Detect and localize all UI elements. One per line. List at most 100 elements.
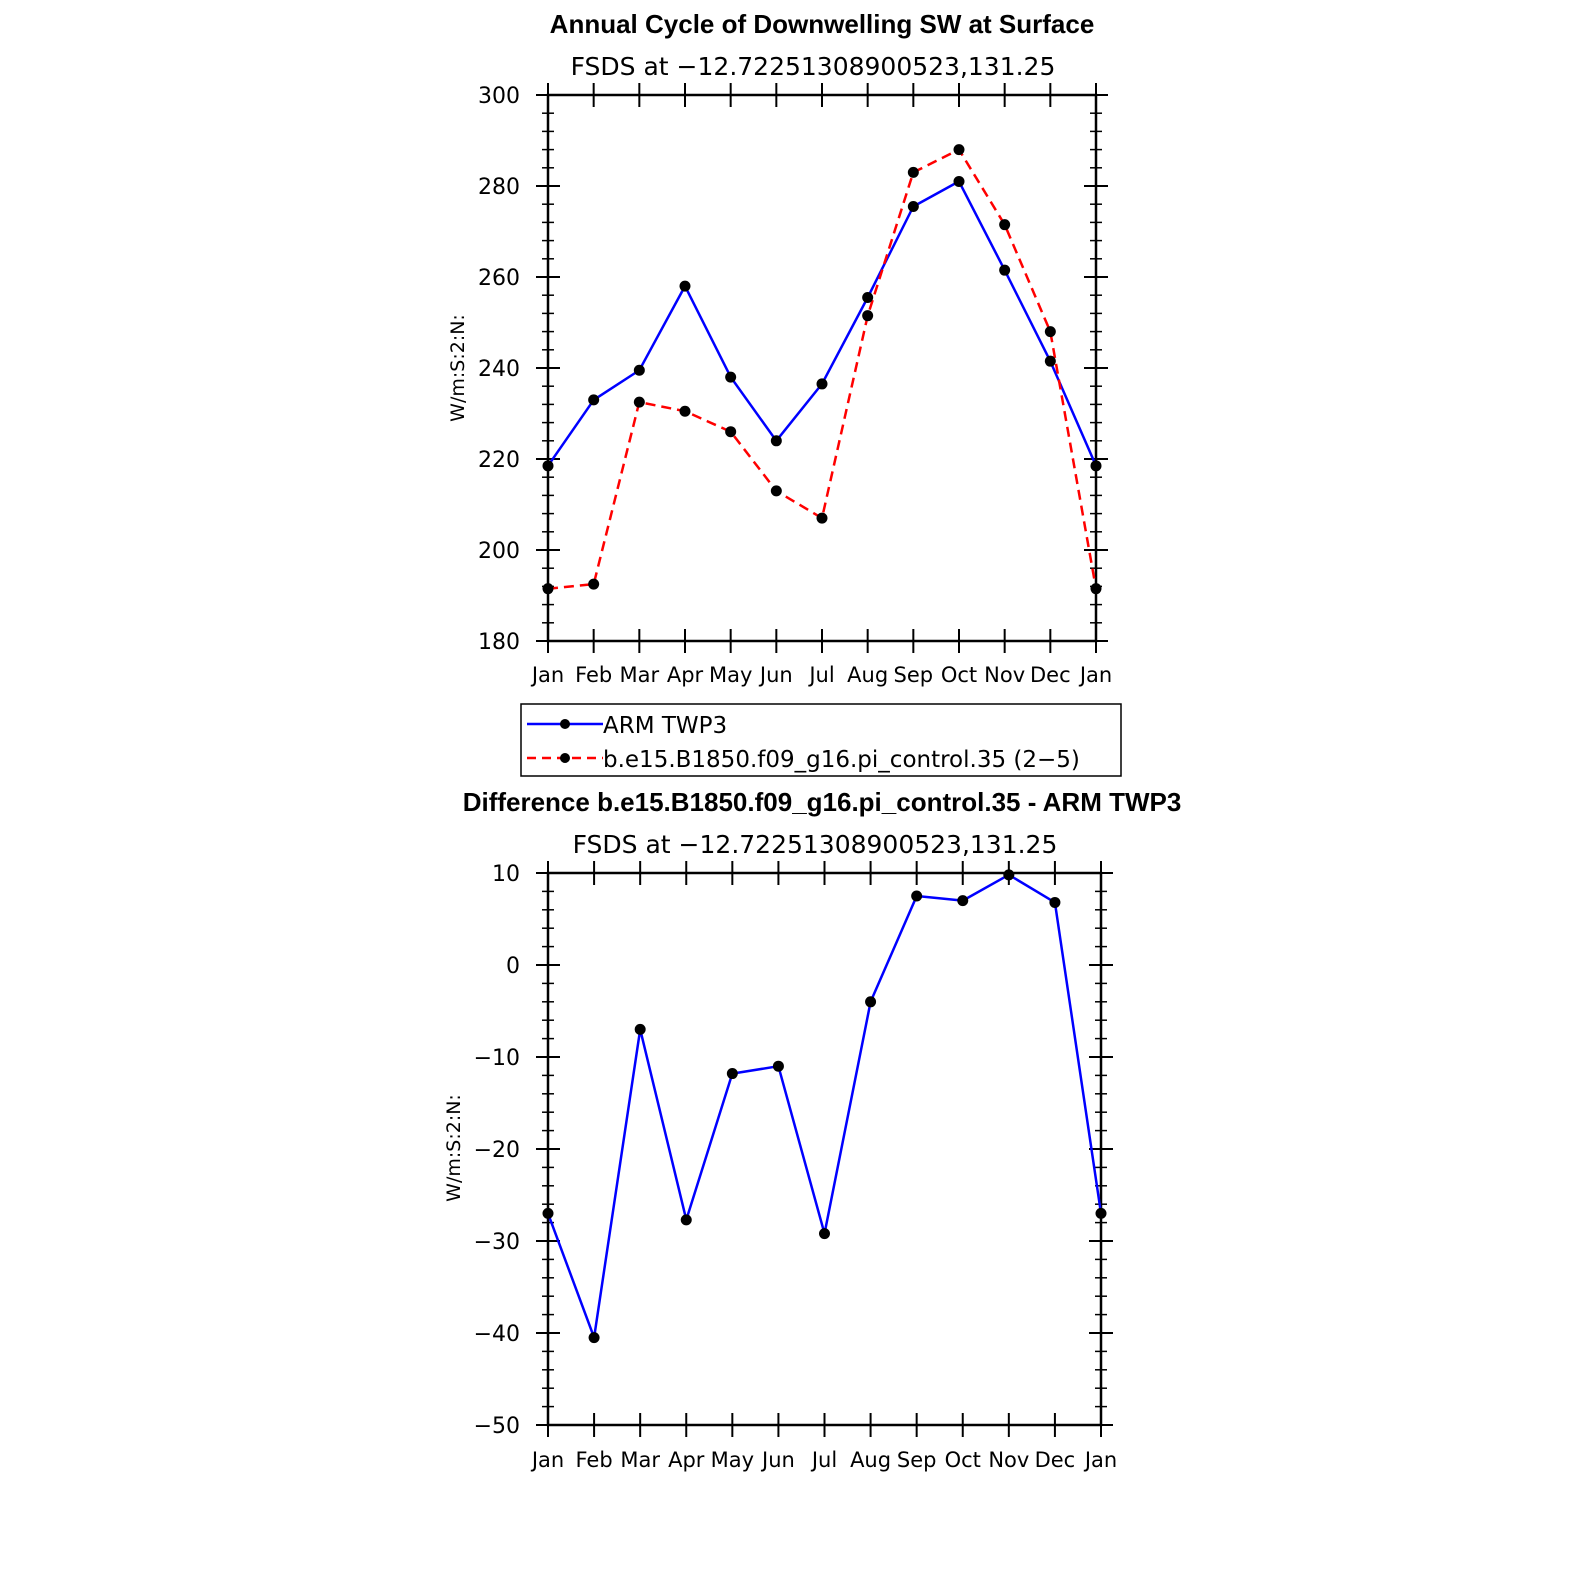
- y-tick-label: 200: [478, 539, 520, 564]
- x-tick-label: Jan: [530, 1448, 564, 1472]
- data-point-0: [679, 280, 691, 292]
- y-tick-label: −40: [474, 1322, 520, 1347]
- y-tick-label: 180: [478, 630, 520, 655]
- data-point-1: [862, 310, 874, 322]
- data-point-1: [770, 485, 782, 497]
- annual-cycle-chart: Annual Cycle of Downwelling SW at Surfac…: [447, 9, 1112, 687]
- data-point-0: [1003, 869, 1015, 881]
- y-tick-label: 240: [478, 357, 520, 382]
- data-point-0: [680, 1214, 692, 1226]
- data-point-0: [726, 1068, 738, 1080]
- series-markers: [542, 144, 1102, 595]
- data-point-1: [588, 578, 600, 590]
- data-point-0: [634, 1023, 646, 1035]
- y-tick-labels: −50 −40 −30 −20 −10 0 10: [474, 862, 520, 1439]
- y-tick-label: −20: [474, 1138, 520, 1163]
- x-tick-label: Jan: [530, 663, 564, 687]
- chart-title: Difference b.e15.B1850.f09_g16.pi_contro…: [463, 787, 1182, 817]
- x-tick-label: Jan: [1083, 1448, 1117, 1472]
- series-line-0: [546, 180, 1098, 467]
- series-line-0: [546, 873, 1103, 1339]
- data-point-0: [953, 175, 965, 187]
- x-tick-label: Sep: [894, 663, 934, 687]
- x-tick-label: May: [709, 663, 752, 687]
- data-point-0: [911, 890, 923, 902]
- data-point-1: [953, 144, 965, 156]
- x-tick-label: Nov: [984, 663, 1025, 687]
- x-tick-labels: Jan Feb Mar Apr May Jun Jul Aug Sep Oct Nov Dec Jan: [530, 663, 1112, 687]
- x-tick-label: Aug: [850, 1448, 891, 1472]
- y-tick-label: 0: [506, 954, 520, 979]
- series-lines: [546, 873, 1103, 1339]
- y-tick-label: 280: [478, 175, 520, 200]
- x-tick-label: Mar: [620, 663, 660, 687]
- legend: ARM TWP3 b.e15.B1850.f09_g16.pi_control.…: [520, 703, 1122, 777]
- legend-box: [520, 703, 1122, 777]
- x-tick-label: Dec: [1035, 1448, 1076, 1472]
- x-tick-label: Dec: [1030, 663, 1071, 687]
- data-point-0: [633, 364, 645, 376]
- x-tick-label: Jun: [760, 1448, 795, 1472]
- x-tick-label: Apr: [667, 663, 704, 687]
- x-tick-label: Feb: [575, 663, 612, 687]
- data-point-0: [542, 1207, 554, 1219]
- data-point-0: [862, 291, 874, 303]
- x-tick-label: Mar: [620, 1448, 660, 1472]
- data-point-0: [816, 378, 828, 390]
- data-point-0: [907, 200, 919, 212]
- y-tick-label: 220: [478, 448, 520, 473]
- x-tick-label: Aug: [847, 663, 888, 687]
- x-tick-label: Jan: [1078, 663, 1112, 687]
- data-point-0: [957, 895, 969, 907]
- data-point-1: [679, 405, 691, 417]
- data-point-0: [1090, 460, 1102, 472]
- data-point-0: [725, 371, 737, 383]
- data-point-1: [816, 512, 828, 524]
- y-tick-label: 260: [478, 266, 520, 291]
- data-point-0: [819, 1228, 830, 1240]
- data-point-0: [542, 460, 554, 472]
- y-tick-labels: 180 200 220 240 260 280 300: [478, 84, 520, 655]
- legend-marker-model: [560, 753, 570, 763]
- difference-chart: Difference b.e15.B1850.f09_g16.pi_contro…: [443, 787, 1181, 1472]
- data-point-0: [1049, 896, 1061, 908]
- y-axis-label: W/m:S:2:N:: [443, 1094, 465, 1202]
- data-point-0: [588, 394, 600, 406]
- data-point-1: [1090, 583, 1102, 595]
- data-point-0: [1095, 1207, 1107, 1219]
- y-tick-label: 300: [478, 84, 520, 109]
- legend-marker-arm: [560, 719, 570, 729]
- chart-subtitle: FSDS at −12.72251308900523,131.25: [571, 52, 1056, 81]
- data-point-0: [588, 1332, 600, 1344]
- data-point-0: [770, 435, 782, 447]
- legend-entry-arm: ARM TWP3: [603, 713, 727, 739]
- y-axis-label: W/m:S:2:N:: [447, 314, 469, 422]
- plot-frame: [546, 871, 1103, 1427]
- axis-ticks: [536, 861, 1113, 1437]
- data-point-1: [725, 426, 737, 438]
- data-point-1: [633, 396, 645, 408]
- plot-frame: [546, 93, 1098, 643]
- y-tick-label: −10: [474, 1046, 520, 1071]
- x-tick-label: Feb: [575, 1448, 612, 1472]
- data-point-1: [907, 166, 919, 178]
- x-tick-label: Oct: [941, 663, 977, 687]
- x-tick-label: Sep: [897, 1448, 937, 1472]
- axis-ticks: [536, 83, 1108, 653]
- chart-title: Annual Cycle of Downwelling SW at Surfac…: [550, 9, 1095, 39]
- x-tick-label: May: [711, 1448, 754, 1472]
- x-tick-label: Jul: [807, 663, 834, 687]
- x-tick-label: Jul: [810, 1448, 837, 1472]
- y-tick-label: −50: [474, 1414, 520, 1439]
- x-tick-label: Apr: [668, 1448, 705, 1472]
- y-tick-label: −30: [474, 1230, 520, 1255]
- data-point-1: [1044, 326, 1056, 338]
- legend-entry-model: b.e15.B1850.f09_g16.pi_control.35 (2−5): [603, 747, 1080, 773]
- data-point-0: [772, 1060, 784, 1072]
- data-point-0: [865, 996, 877, 1008]
- x-tick-label: Nov: [988, 1448, 1029, 1472]
- data-point-0: [1044, 355, 1056, 367]
- series-markers: [542, 869, 1107, 1344]
- y-tick-label: 10: [492, 862, 520, 887]
